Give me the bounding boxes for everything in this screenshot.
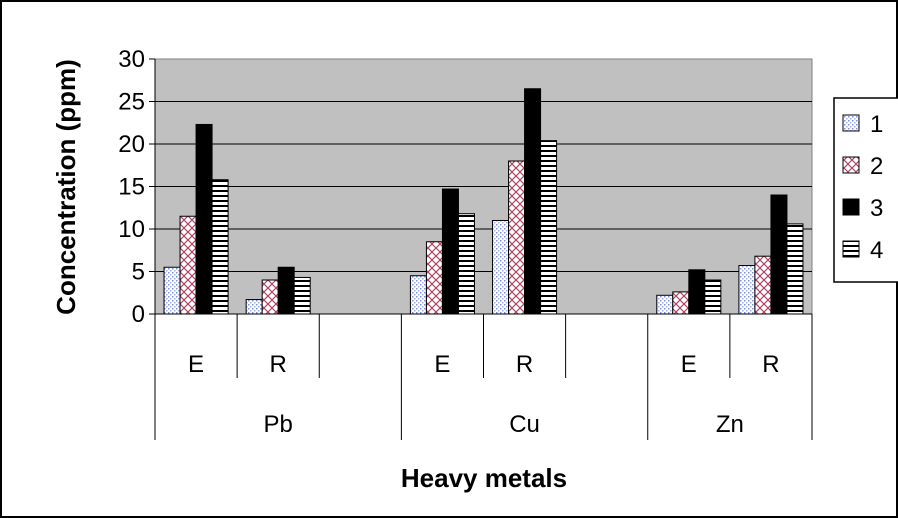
legend: 1 2 3 4 bbox=[833, 97, 898, 283]
y-tick-label: 20 bbox=[118, 131, 145, 158]
bar-series-1 bbox=[656, 294, 674, 315]
legend-label-4: 4 bbox=[870, 237, 883, 264]
bar-series-4 bbox=[293, 276, 311, 315]
x-category-label: E bbox=[188, 351, 204, 378]
y-tick-label: 0 bbox=[132, 301, 145, 328]
x-category-label: R bbox=[516, 351, 533, 378]
bar-series-2 bbox=[425, 241, 443, 315]
x-category-label: R bbox=[762, 351, 779, 378]
bar-series-1 bbox=[738, 265, 756, 315]
x-category-label: R bbox=[270, 351, 287, 378]
legend-swatch-3 bbox=[842, 198, 860, 216]
bar-series-1 bbox=[409, 275, 427, 315]
legend-swatch-2 bbox=[842, 156, 860, 174]
bar-series-4 bbox=[786, 223, 804, 315]
y-tick-label: 30 bbox=[118, 46, 145, 73]
y-tick-label: 15 bbox=[118, 174, 145, 201]
y-tick-label: 25 bbox=[118, 89, 145, 116]
y-axis: 0 5 10 15 20 25 30 bbox=[118, 46, 156, 328]
x-group-label: Pb bbox=[264, 411, 293, 438]
legend-label-3: 3 bbox=[870, 195, 883, 222]
x-axis-title: Heavy metals bbox=[401, 463, 567, 493]
bar-series-1 bbox=[163, 266, 181, 315]
x-axis: E R E R E R Pb Cu Zn bbox=[154, 313, 813, 440]
bar-series-3 bbox=[195, 123, 213, 315]
y-tick-label: 10 bbox=[118, 216, 145, 243]
bar-series-1 bbox=[245, 299, 263, 315]
bar-series-4 bbox=[540, 140, 558, 315]
legend-label-1: 1 bbox=[870, 111, 883, 138]
x-group-label: Cu bbox=[509, 411, 540, 438]
bar-series-4 bbox=[211, 179, 229, 315]
y-tick-label: 5 bbox=[132, 259, 145, 286]
legend-label-2: 2 bbox=[870, 153, 883, 180]
bar-series-4 bbox=[704, 279, 722, 315]
bar-series-3 bbox=[277, 266, 295, 315]
x-category-label: E bbox=[681, 351, 697, 378]
bars bbox=[163, 88, 804, 315]
bar-series-2 bbox=[179, 215, 197, 315]
bar-series-3 bbox=[688, 269, 706, 315]
bar-series-3 bbox=[770, 194, 788, 315]
y-axis-title: Concentration (ppm) bbox=[51, 59, 81, 315]
bar-series-2 bbox=[261, 279, 279, 315]
x-group-label: Zn bbox=[716, 411, 744, 438]
legend-swatch-4 bbox=[842, 240, 860, 258]
bar-series-1 bbox=[492, 220, 510, 315]
x-category-label: E bbox=[434, 351, 450, 378]
bar-series-2 bbox=[672, 291, 690, 315]
gridlines bbox=[155, 101, 812, 272]
bar-series-3 bbox=[524, 88, 542, 315]
bar-series-2 bbox=[508, 160, 526, 315]
bar-series-2 bbox=[754, 255, 772, 315]
legend-swatch-1 bbox=[842, 114, 860, 132]
bar-series-4 bbox=[457, 213, 475, 315]
bar-series-3 bbox=[441, 188, 459, 315]
